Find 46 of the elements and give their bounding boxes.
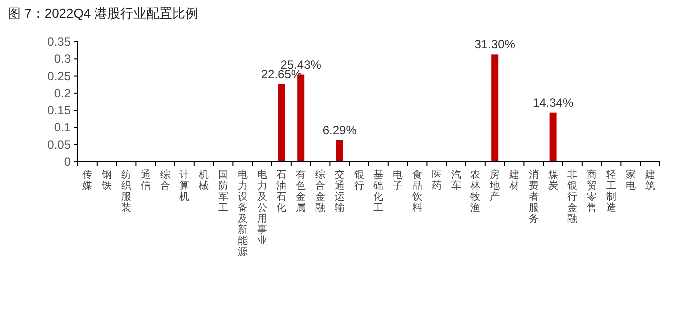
y-tick-label: 0.25 [48,69,72,84]
x-tick-label: 消费者服务 [528,169,539,225]
x-tick-label: 汽车 [451,169,462,192]
y-tick-label: 0.35 [48,35,72,49]
x-tick-label: 非银行金融 [566,169,578,225]
x-tick-label: 机械 [199,169,210,192]
y-tick-label: 0.3 [54,52,72,66]
x-tick-label: 商贸零售 [587,169,598,214]
x-tick-label: 家电 [626,169,636,192]
x-tick-label: 传媒 [82,170,93,192]
data-label: 14.34% [532,96,574,110]
x-tick-label: 医药 [432,170,442,192]
bar [550,112,557,162]
y-tick-label: 0.1 [54,120,72,135]
bar [278,84,286,162]
x-tick-label: 综合 [160,169,170,192]
y-tick-label: 0.15 [48,104,72,118]
x-tick-label: 食品饮料 [412,169,422,214]
x-tick-label: 计算机 [180,169,190,203]
x-tick-label: 煤炭 [548,169,558,192]
x-tick-label: 综合金融 [316,169,326,214]
x-tick-label: 电子 [393,169,404,192]
bar [336,140,344,162]
x-tick-label: 石油石化 [276,170,287,214]
x-tick-label: 农林牧渔 [470,170,481,214]
x-tick-label: 银行 [353,170,364,192]
data-label: 31.30% [474,38,516,52]
x-tick-label: 建材 [508,169,520,192]
x-tick-label: 国防军工 [218,170,228,214]
x-tick-label: 交通运输 [334,169,345,214]
x-tick-label: 基础化工 [372,169,384,214]
x-tick-label: 钢铁 [101,170,112,192]
y-tick-label: 0 [64,155,72,169]
x-tick-label: 建筑 [644,169,656,192]
x-tick-label: 电力设备及新能源 [238,169,248,258]
chart-title: 图 7：2022Q4 港股行业配置比例 [8,6,199,21]
data-label: 6.29% [322,123,358,138]
y-tick-label: 0.05 [48,138,72,152]
x-tick-label: 纺织服装 [122,169,132,214]
x-tick-label: 轻工制造 [606,169,616,214]
x-tick-label: 电力及公用事业 [257,169,268,247]
x-tick-label: 房地产 [489,169,500,203]
x-tick-label: 有色金属 [296,169,306,214]
x-tick-label: 通信 [140,169,151,192]
bar [492,54,499,162]
y-tick-label: 0.2 [54,86,72,100]
